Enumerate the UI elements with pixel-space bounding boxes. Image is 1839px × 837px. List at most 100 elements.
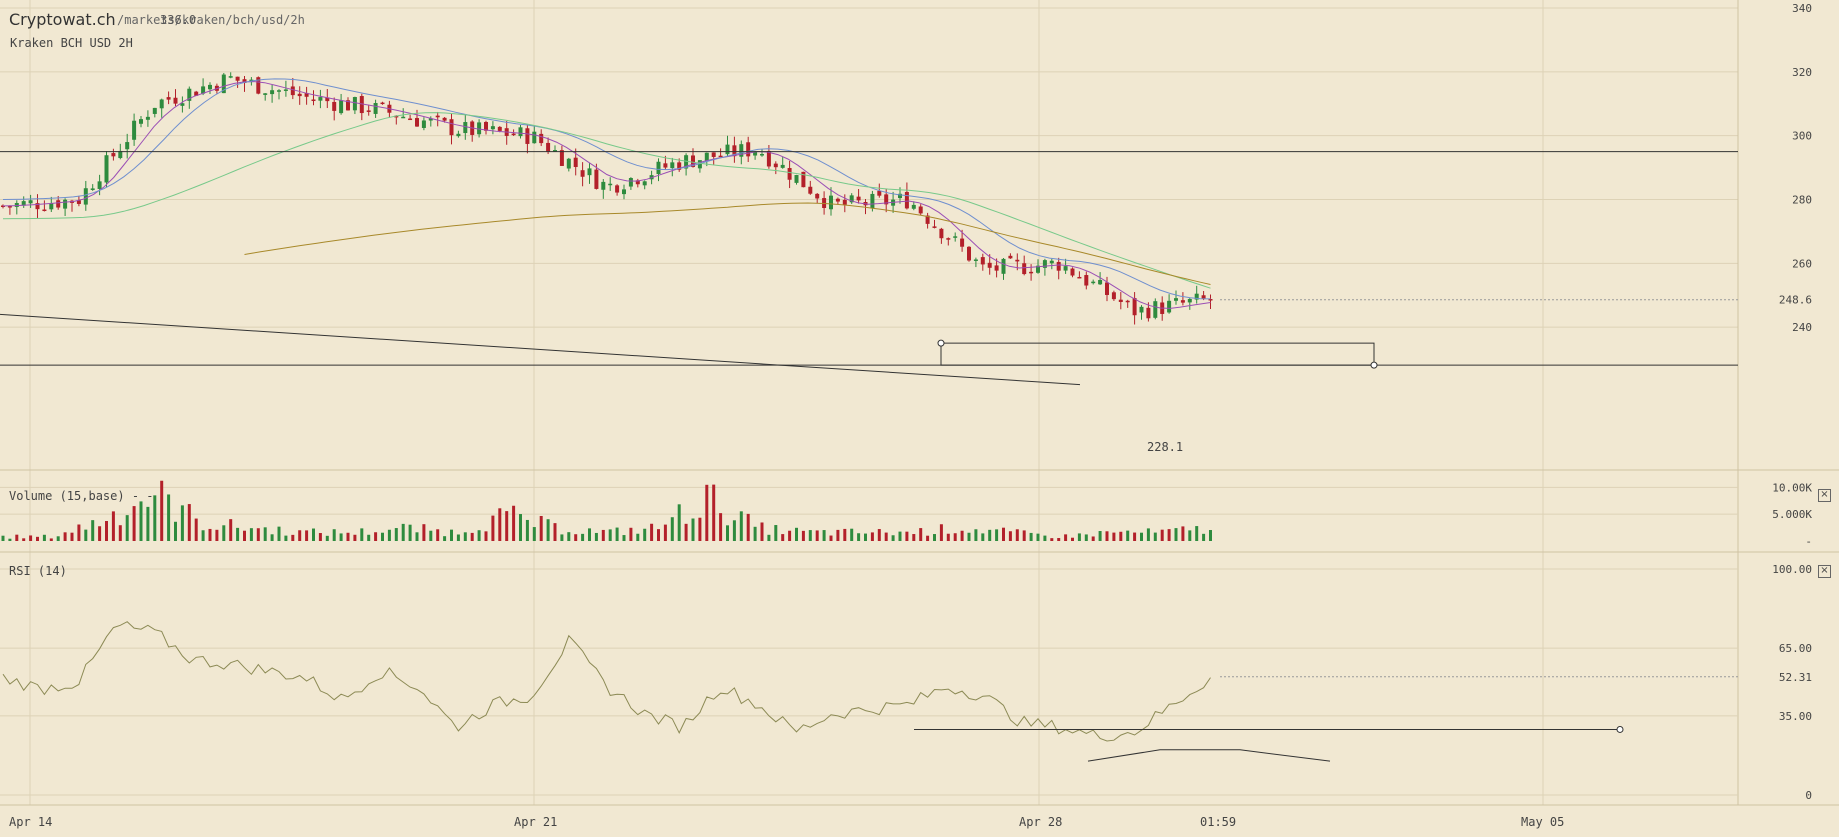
volume-bar <box>795 527 798 541</box>
volume-bar <box>70 532 74 541</box>
volume-bar <box>477 530 481 541</box>
candle-body <box>166 97 171 100</box>
candle-body <box>1042 260 1047 268</box>
volume-bar <box>1174 528 1178 541</box>
rsi-tick-0: 100.00 <box>1772 563 1812 576</box>
volume-bar <box>236 527 240 541</box>
candle-body <box>684 155 689 169</box>
volume-bar <box>519 514 522 541</box>
candle-body <box>415 118 419 127</box>
volume-bar <box>1202 533 1206 541</box>
volume-bar <box>560 534 564 541</box>
candle-body <box>704 152 709 162</box>
candle-body <box>573 157 578 168</box>
candle-body <box>877 190 882 196</box>
volume-tick-0: - <box>1805 535 1812 548</box>
candle-body <box>63 199 68 209</box>
volume-bar <box>139 501 143 541</box>
price-tick-240: 240 <box>1792 321 1812 334</box>
volume-bar <box>677 504 681 541</box>
volume-bar <box>1146 528 1150 541</box>
candle-body <box>497 126 502 131</box>
candle-body <box>980 257 985 265</box>
candle-body <box>539 133 544 144</box>
candle-body <box>773 163 778 168</box>
candle-body <box>663 163 668 168</box>
candle-body <box>697 160 702 169</box>
volume-bar <box>512 505 516 541</box>
candle-body <box>318 97 323 101</box>
volume-bar <box>91 520 95 541</box>
volume-bar <box>760 522 764 541</box>
volume-bar <box>118 525 122 541</box>
candle-body <box>746 142 751 157</box>
volume-bar <box>56 536 60 541</box>
volume-bar <box>374 532 378 541</box>
chart-subtitle: Kraken BCH USD 2H <box>10 36 133 50</box>
candle-body <box>615 185 620 193</box>
candle-body <box>435 115 440 118</box>
candle-body <box>1180 300 1185 303</box>
volume-bar <box>1153 532 1157 541</box>
candle-body <box>1187 298 1192 303</box>
candle-body <box>456 133 461 137</box>
volume-bar <box>919 528 923 541</box>
candle-body <box>594 169 599 189</box>
candle-body <box>870 193 875 209</box>
volume-bar <box>422 524 426 541</box>
volume-bar <box>15 534 19 541</box>
volume-bar <box>912 534 916 541</box>
x-tick-apr-28: Apr 28 <box>1019 815 1063 829</box>
volume-bar <box>77 524 81 541</box>
candle-body <box>1174 298 1178 301</box>
volume-bar <box>298 530 302 541</box>
volume-bar <box>381 532 384 541</box>
rsi-panel-label: RSI (14) <box>9 564 67 578</box>
rsi-line <box>2 621 1211 742</box>
volume-bar <box>663 524 667 541</box>
candle-body <box>7 206 12 208</box>
volume-bar <box>774 525 778 541</box>
volume-bar <box>291 534 295 541</box>
rsi-tick-1: 65.00 <box>1779 642 1812 655</box>
candle-body <box>884 194 889 205</box>
market-path[interactable]: /markets/kraken/bch/usd/2h <box>117 13 305 27</box>
brand-title[interactable]: Cryptowat.ch <box>9 10 116 29</box>
volume-bar <box>270 534 274 541</box>
volume-bar <box>629 527 633 541</box>
candle-body <box>477 122 482 135</box>
volume-bar <box>815 530 819 541</box>
candle-body <box>208 84 212 90</box>
volume-bar <box>567 532 571 541</box>
candle-body <box>939 228 944 239</box>
candle-body <box>553 150 557 152</box>
volume-bar <box>933 534 936 541</box>
volume-bar <box>367 534 371 541</box>
volume-close-icon[interactable]: × <box>1818 489 1831 502</box>
candle-body <box>152 107 157 114</box>
volume-bar <box>1188 530 1192 541</box>
candle-body <box>829 195 833 210</box>
ma-long-line <box>2 112 1211 289</box>
candle-body <box>1132 298 1137 316</box>
candle-body <box>1022 263 1027 275</box>
candle-body <box>428 118 433 121</box>
ma-short-line <box>2 81 1211 309</box>
candle-body <box>304 92 309 97</box>
volume-panel-label: Volume (15,base) - - <box>9 489 154 503</box>
volume-bar <box>353 534 357 541</box>
volume-bar <box>256 528 260 541</box>
volume-bar <box>719 513 723 541</box>
candle-body <box>76 200 81 204</box>
volume-bar <box>450 529 453 541</box>
volume-bar <box>249 528 253 541</box>
volume-tick-10k: 10.00K <box>1772 481 1812 494</box>
candle-body <box>1063 266 1068 271</box>
volume-bar <box>436 529 440 541</box>
candle-body <box>1208 298 1213 301</box>
candle-body <box>242 79 247 83</box>
volume-bar <box>1098 531 1102 541</box>
rsi-close-icon[interactable]: × <box>1818 565 1831 578</box>
